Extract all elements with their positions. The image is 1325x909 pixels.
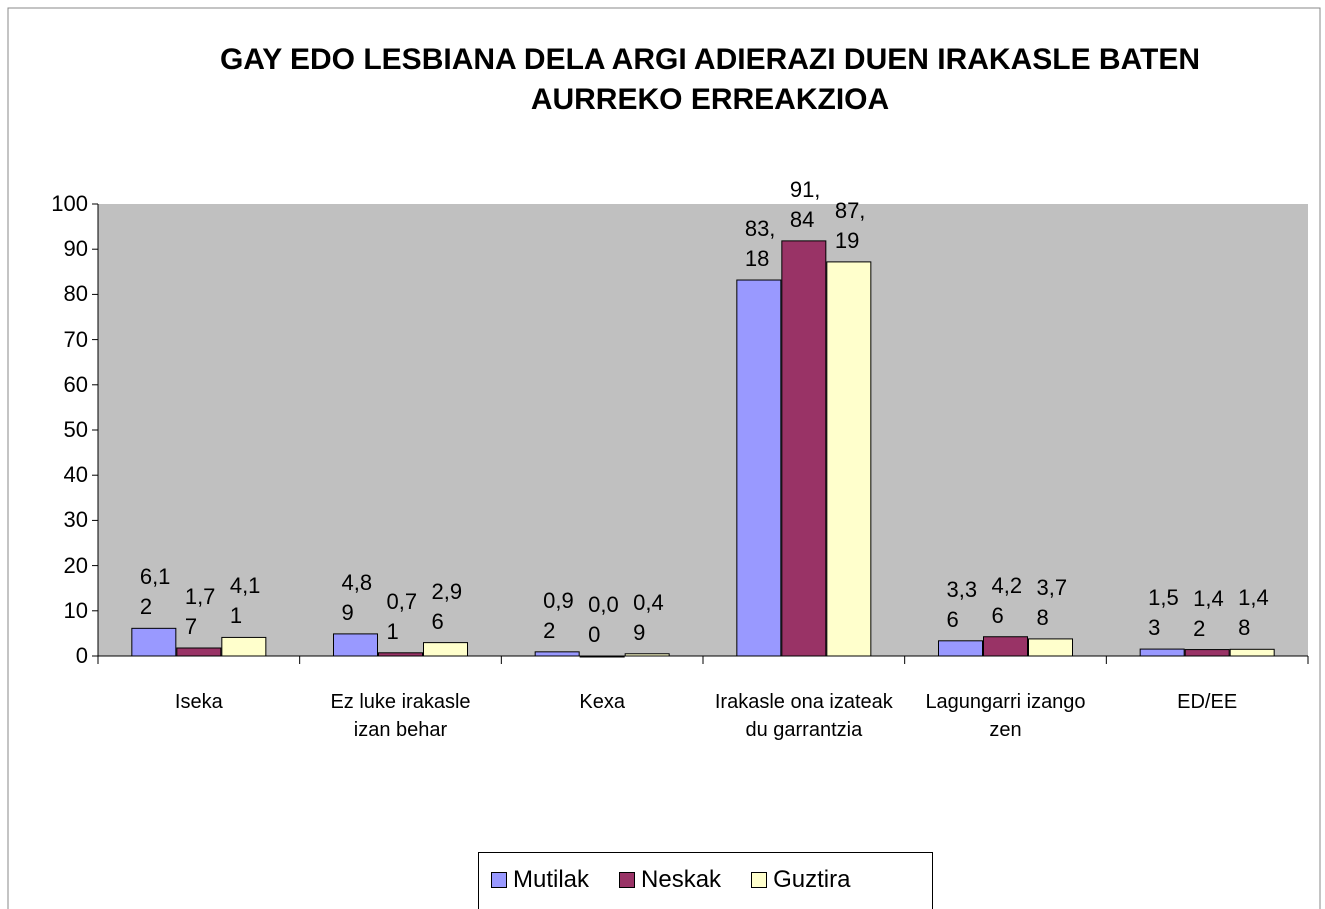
legend-label: Mutilak <box>513 866 590 893</box>
y-tick-label: 90 <box>63 236 88 262</box>
y-tick-label: 50 <box>63 417 88 442</box>
legend-label: Neskak <box>641 866 722 893</box>
bar <box>333 633 378 657</box>
data-label: 4,26 <box>991 572 1023 628</box>
data-label: 91,84 <box>789 176 821 232</box>
legend-swatch <box>491 872 507 888</box>
x-tick-label: ED/EE <box>1177 691 1238 713</box>
bar <box>221 636 267 657</box>
data-label: 0,71 <box>386 588 418 644</box>
y-tick-label: 70 <box>63 326 88 352</box>
x-tick-label: Iseka <box>174 691 223 713</box>
y-tick-label: 0 <box>75 643 88 668</box>
legend-item: Neskak <box>619 863 721 897</box>
legend-swatch <box>751 872 768 888</box>
data-label: 1,77 <box>184 583 216 639</box>
legend: Mutilak Neskak Guztira <box>478 852 933 909</box>
bar <box>534 651 580 657</box>
bar <box>1139 648 1185 657</box>
data-label: 3,36 <box>946 576 978 632</box>
data-label: 83,18 <box>744 216 776 272</box>
bar <box>423 642 468 657</box>
legend-item: Mutilak <box>491 863 589 897</box>
data-label: 1,48 <box>1238 585 1269 641</box>
data-label: 1,53 <box>1148 585 1179 641</box>
bar <box>1184 649 1230 657</box>
bar <box>176 647 222 657</box>
bar <box>579 655 625 658</box>
y-tick-label: 40 <box>63 462 88 488</box>
data-label: 87,19 <box>834 197 866 253</box>
bar <box>938 640 983 657</box>
bar <box>736 279 782 657</box>
x-tick-label: Lagungarri izango zen <box>925 691 1086 741</box>
bar <box>1028 638 1073 657</box>
y-tick-label: 100 <box>51 191 88 216</box>
bar <box>624 653 670 657</box>
data-label: 0,92 <box>543 587 574 643</box>
legend-label: Guztira <box>773 866 851 893</box>
y-tick-label: 10 <box>63 597 88 623</box>
bar <box>983 636 1028 657</box>
data-label: 0,00 <box>588 592 619 647</box>
bar <box>131 627 177 657</box>
plot-area <box>98 204 1308 656</box>
data-label: 0,49 <box>633 589 664 645</box>
data-label: 4,11 <box>229 573 261 629</box>
y-tick-label: 60 <box>63 371 88 397</box>
x-tick-label: Ez luke irakasle izan behar <box>330 691 471 741</box>
x-tick-label: Irakasle ona izateak du garrantzia <box>714 691 893 741</box>
data-label: 3,78 <box>1036 574 1068 630</box>
y-tick-label: 30 <box>63 507 88 533</box>
y-tick-label: 20 <box>63 552 88 578</box>
legend-swatch <box>619 872 636 888</box>
chart-title: GAY EDO LESBIANA DELA ARGI ADIERAZI DUEN… <box>219 43 1201 116</box>
bar <box>781 240 827 657</box>
data-label: 1,42 <box>1193 585 1224 641</box>
bar <box>378 652 423 657</box>
bar <box>1229 648 1275 657</box>
data-label: 6,12 <box>139 564 171 620</box>
legend-item: Guztira <box>751 863 850 897</box>
bar <box>826 261 872 657</box>
data-label: 4,89 <box>341 569 373 625</box>
chart-frame <box>7 7 1321 909</box>
data-label: 2,96 <box>431 578 463 634</box>
y-tick-label: 80 <box>63 281 88 307</box>
x-tick-label: Kexa <box>579 691 625 713</box>
